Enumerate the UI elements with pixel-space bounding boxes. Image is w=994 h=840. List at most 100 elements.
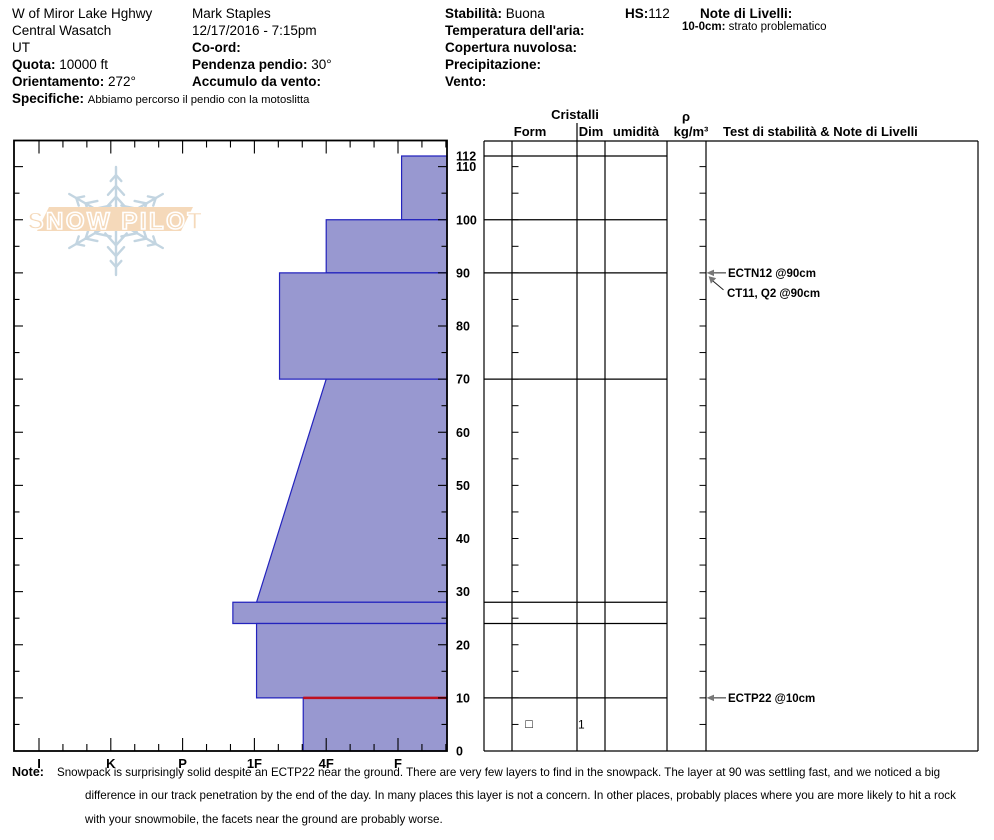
site-region: Central Wasatch <box>12 23 112 38</box>
logo-text: SNOW PILOT <box>28 208 205 235</box>
tests-column-header: Test di stabilità & Note di Livelli <box>723 124 918 139</box>
test-arrow-icon <box>706 694 714 702</box>
air-temp-field: Temperatura dell'aria: <box>445 22 585 39</box>
air-temp-label: Temperatura dell'aria: <box>445 23 585 38</box>
right-panel-headers: Cristalli Form Dim umidità ρkg/m³ Test di sta… <box>514 107 918 139</box>
levels-note: 10-0cm: strato problematico <box>682 21 826 33</box>
slope-field: Pendenza pendio: 30° <box>192 56 332 73</box>
levels-header: Note di Livelli: <box>700 6 793 21</box>
right-panel-grid <box>483 123 979 752</box>
logo-banner <box>37 207 193 231</box>
levels-note-value: strato problematico <box>728 21 827 33</box>
depth-tick-label: 70 <box>456 373 470 387</box>
hardness-tick-label: 4F <box>319 756 334 771</box>
note-line-2: difference in our track penetration by t… <box>85 789 956 802</box>
observation-datetime: 12/17/2016 - 7:15pm <box>192 23 317 38</box>
elevation-value: 10000 ft <box>59 57 109 72</box>
dim-column-header: Dim <box>579 124 604 139</box>
stability-test-label: ECTP22 @10cm <box>728 693 815 705</box>
elevation-label: Quota: <box>12 57 56 72</box>
moisture-column-header: umidità <box>613 124 660 139</box>
header-observer-block: Mark Staples 12/17/2016 - 7:15pm Co-ord:… <box>192 5 332 90</box>
site-notes-value: Abbiamo percorso il pendio con la motosl… <box>87 94 310 106</box>
site-notes-label: Specifiche: <box>12 91 85 106</box>
aspect-field: Orientamento: 272° <box>12 73 309 90</box>
depth-tick-label: 50 <box>456 479 470 493</box>
depth-tick-label: 30 <box>456 585 470 599</box>
precip-field: Precipitazione: <box>445 56 585 73</box>
wind-loading-label: Accumulo da vento: <box>192 74 322 89</box>
hardness-axis-labels: I K P 1F 4F F <box>37 756 402 771</box>
snow-layer-100-90cm <box>325 219 448 274</box>
axis-ticks <box>14 140 447 751</box>
depth-tick-label: 100 <box>456 213 477 227</box>
site-state: UT <box>12 40 30 55</box>
snow-layer-10-0cm <box>302 697 448 752</box>
snow-height-label: HS: <box>625 6 649 21</box>
hardness-tick-label: P <box>178 756 187 771</box>
depth-tick-label: 0 <box>456 745 463 759</box>
stability-value: Buona <box>505 6 545 21</box>
site-notes-field: Specifiche: Abbiamo percorso il pendio c… <box>12 90 309 107</box>
coord-label: Co-ord: <box>192 40 241 55</box>
grain-form-symbol: □ <box>525 717 533 731</box>
coord-field: Co-ord: <box>192 39 332 56</box>
snow-layer-90-70cm <box>278 272 448 380</box>
wind-loading-field: Accumulo da vento: <box>192 73 332 90</box>
snow-layer-70-28cm <box>255 378 448 603</box>
header-site-block: W of Miror Lake Hghwy Central Wasatch UT… <box>12 5 309 107</box>
depth-tick-label: 90 <box>456 266 470 280</box>
snow-layers <box>232 155 448 752</box>
sky-field: Copertura nuvolosa: <box>445 39 585 56</box>
crystals-group-header: Cristalli <box>551 107 599 122</box>
depth-tick-label: 60 <box>456 426 470 440</box>
header-conditions-block: Stabilità: Buona Temperatura dell'aria: … <box>445 5 585 90</box>
stability-test-label: CT11, Q2 @90cm <box>727 288 820 300</box>
test-arrow-icon <box>708 276 717 284</box>
snow-layer-28-24cm <box>232 601 448 625</box>
elevation-field: Quota: 10000 ft <box>12 56 309 73</box>
hardness-tick-label: 1F <box>247 756 262 771</box>
note-line-1: Snowpack is surprisingly solid despite a… <box>57 766 941 779</box>
aspect-value: 272° <box>108 74 136 89</box>
hardness-tick-label: I <box>37 756 41 771</box>
stability-tests: ECTN12 @90cm CT11, Q2 @90cm ECTP22 @10cm <box>706 268 820 705</box>
note-label: Note: <box>12 765 44 779</box>
snow-layer-24-10cm <box>255 622 448 699</box>
site-name: W of Miror Lake Hghwy <box>12 6 153 21</box>
depth-tick-label: 20 <box>456 638 470 652</box>
precip-label: Precipitazione: <box>445 57 542 72</box>
depth-tick-label: 80 <box>456 320 470 334</box>
observer-name: Mark Staples <box>192 6 271 21</box>
test-arrow-icon <box>706 269 714 277</box>
levels-note-label: 10-0cm: <box>682 21 726 33</box>
hardness-tick-label: F <box>394 756 402 771</box>
stability-label: Stabilità: <box>445 6 503 21</box>
form-column-header: Form <box>514 124 547 139</box>
density-symbol-header: ρ <box>682 109 690 124</box>
wind-field: Vento: <box>445 73 585 90</box>
grain-entries: □ 1 <box>525 717 585 732</box>
grain-size-value: 1 <box>578 717 585 731</box>
wind-label: Vento: <box>445 74 487 89</box>
snowpilot-logo-watermark: SNOW PILOT <box>27 165 205 277</box>
sky-label: Copertura nuvolosa: <box>445 40 578 55</box>
stability-field: Stabilità: Buona <box>445 5 585 22</box>
snow-height-value: 112 <box>648 6 670 21</box>
slope-value: 30° <box>311 57 332 72</box>
density-unit-header: kg/m³ <box>674 124 709 139</box>
snow-layer-112-100cm <box>400 155 448 221</box>
snow-height-field: HS:112 <box>625 5 670 22</box>
depth-tick-label: 110 <box>456 160 476 174</box>
stability-test-label: ECTN12 @90cm <box>728 268 816 280</box>
depth-tick-label: 112 <box>456 150 476 164</box>
note-line-3: with your snowmobile, the facets near th… <box>85 813 443 826</box>
slope-label: Pendenza pendio: <box>192 57 308 72</box>
depth-tick-label: 40 <box>456 532 470 546</box>
aspect-label: Orientamento: <box>12 74 105 89</box>
depth-tick-label: 10 <box>456 691 470 705</box>
hardness-tick-label: K <box>106 756 116 771</box>
